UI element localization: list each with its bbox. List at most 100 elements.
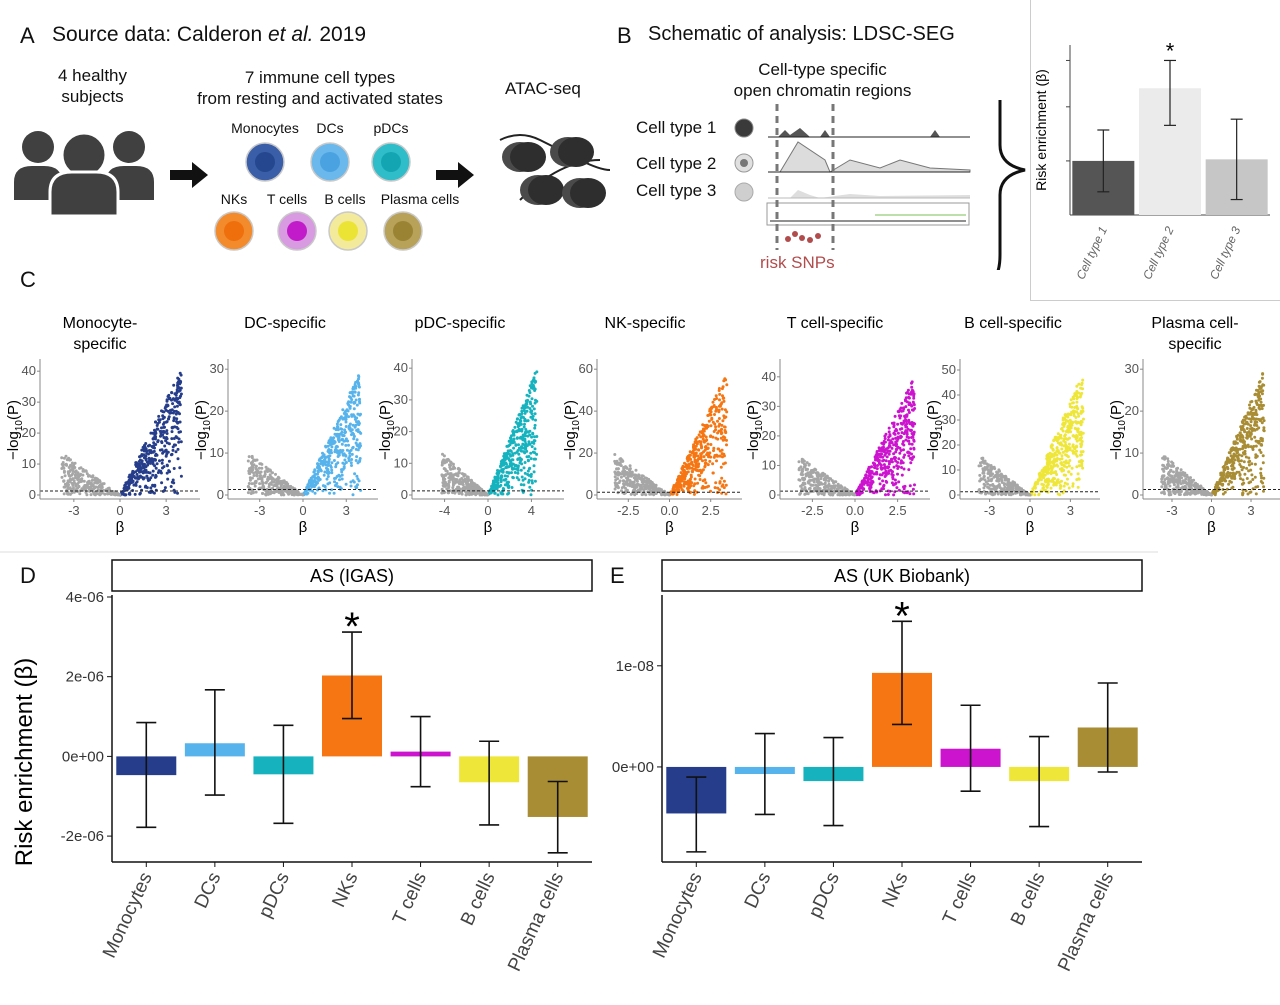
data-point bbox=[247, 485, 250, 489]
data-point bbox=[910, 380, 914, 384]
data-point bbox=[1249, 420, 1253, 424]
data-point bbox=[1243, 418, 1247, 422]
data-point bbox=[173, 425, 177, 429]
data-point bbox=[1007, 493, 1011, 497]
data-point bbox=[1231, 460, 1235, 464]
data-point bbox=[1250, 462, 1254, 466]
data-point bbox=[519, 468, 523, 472]
data-point bbox=[718, 449, 722, 453]
data-point bbox=[152, 441, 156, 445]
data-point bbox=[533, 371, 537, 375]
data-point bbox=[142, 464, 146, 468]
data-point bbox=[1258, 380, 1262, 384]
data-point bbox=[523, 417, 527, 421]
data-point bbox=[881, 479, 885, 483]
cell-type-label: DCs bbox=[316, 120, 344, 136]
data-point bbox=[911, 400, 915, 404]
data-point bbox=[713, 398, 716, 401]
data-point bbox=[269, 482, 273, 486]
data-point bbox=[160, 481, 164, 485]
data-point bbox=[714, 481, 718, 485]
data-point bbox=[313, 468, 317, 472]
data-point bbox=[797, 460, 801, 464]
data-point bbox=[511, 452, 515, 456]
data-point bbox=[913, 407, 917, 410]
data-point bbox=[675, 493, 679, 496]
data-point bbox=[1076, 430, 1080, 434]
data-point bbox=[1063, 464, 1066, 468]
data-point bbox=[529, 493, 533, 497]
data-point bbox=[263, 474, 267, 478]
significance-star: * bbox=[1166, 38, 1175, 63]
data-point bbox=[722, 479, 726, 483]
data-point bbox=[346, 409, 350, 413]
data-point bbox=[323, 458, 326, 462]
data-point bbox=[1239, 459, 1243, 463]
data-point bbox=[1229, 471, 1233, 475]
data-point bbox=[839, 491, 843, 495]
data-point bbox=[716, 419, 719, 423]
data-point bbox=[327, 451, 331, 455]
data-point bbox=[1222, 471, 1226, 475]
data-point bbox=[310, 485, 314, 489]
data-point bbox=[982, 461, 986, 465]
data-point bbox=[326, 475, 330, 478]
data-point bbox=[640, 477, 644, 481]
data-point bbox=[909, 428, 913, 432]
data-point bbox=[172, 437, 176, 440]
data-point bbox=[1073, 426, 1077, 430]
data-point bbox=[346, 439, 350, 443]
data-point bbox=[169, 408, 172, 412]
x-tick-label: 3 bbox=[163, 503, 170, 518]
data-point bbox=[314, 472, 317, 476]
data-point bbox=[1037, 472, 1041, 476]
data-point bbox=[986, 476, 990, 480]
data-point bbox=[1050, 443, 1054, 447]
x-tick-label: 2.5 bbox=[702, 503, 720, 518]
data-point bbox=[278, 486, 282, 490]
data-point bbox=[1259, 471, 1263, 475]
data-point bbox=[688, 466, 692, 470]
data-point bbox=[712, 405, 716, 409]
data-point bbox=[1077, 477, 1081, 481]
data-point bbox=[97, 484, 101, 488]
data-point bbox=[988, 472, 992, 476]
data-point bbox=[167, 459, 171, 463]
data-point bbox=[1254, 455, 1258, 459]
y-tick-label: 30 bbox=[210, 361, 224, 376]
people-icon bbox=[14, 131, 154, 218]
data-point bbox=[907, 439, 911, 443]
data-point bbox=[1239, 477, 1242, 481]
data-point bbox=[628, 464, 632, 468]
data-point bbox=[677, 475, 681, 479]
data-point bbox=[522, 409, 526, 413]
data-point bbox=[875, 467, 879, 471]
data-point bbox=[347, 400, 351, 404]
volcano-title: specific bbox=[1168, 336, 1221, 353]
data-point bbox=[1253, 475, 1257, 479]
data-point bbox=[897, 480, 901, 484]
data-point bbox=[485, 493, 489, 497]
data-point bbox=[1262, 476, 1266, 480]
data-point bbox=[151, 462, 155, 466]
data-point bbox=[710, 416, 714, 420]
data-point bbox=[1011, 481, 1015, 485]
data-point bbox=[455, 473, 459, 477]
data-point bbox=[986, 482, 990, 486]
data-point bbox=[1172, 483, 1176, 487]
data-point bbox=[833, 480, 837, 484]
risk-snps-label: risk SNPs bbox=[760, 253, 835, 272]
x-tick-label: 0 bbox=[299, 503, 306, 518]
data-point bbox=[172, 419, 176, 423]
data-point bbox=[351, 446, 355, 450]
data-point bbox=[679, 471, 683, 475]
data-point bbox=[517, 478, 521, 482]
data-point bbox=[79, 472, 83, 476]
data-point bbox=[1003, 482, 1006, 486]
data-point bbox=[353, 384, 357, 388]
data-point bbox=[318, 468, 322, 471]
data-point bbox=[357, 385, 361, 389]
data-point bbox=[1040, 482, 1044, 486]
data-point bbox=[1239, 465, 1243, 469]
data-point bbox=[1046, 469, 1050, 473]
